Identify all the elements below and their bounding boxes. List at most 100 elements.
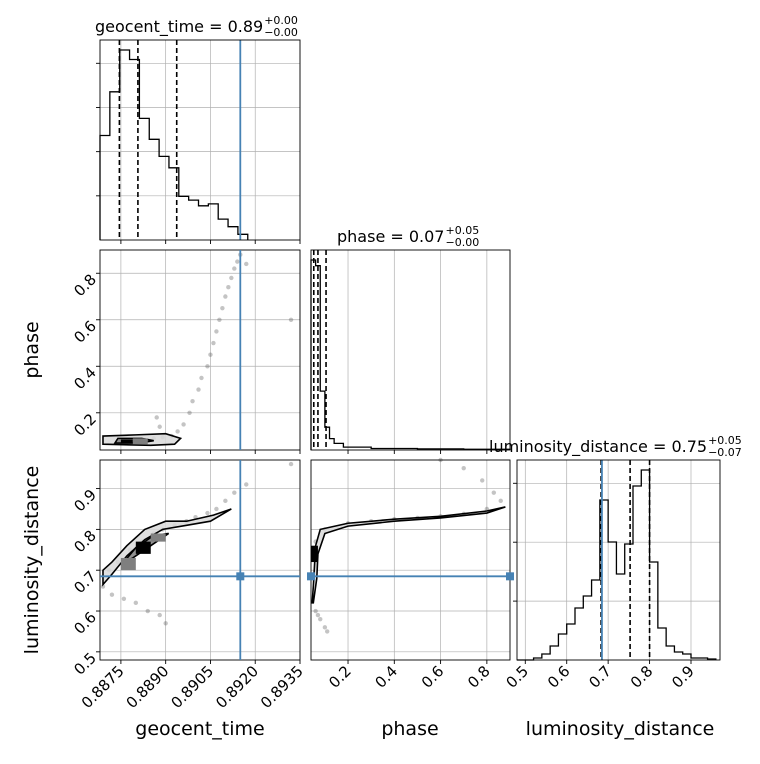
xtick-label-phase-3: 0.8 <box>464 662 494 692</box>
panel-geocent-lumdist-frame <box>99 459 301 661</box>
xtick-label-luminosity-distance-4: 0.9 <box>668 662 698 692</box>
panel-geocent-lumdist-point-0 <box>100 584 106 589</box>
xtick-label-luminosity-distance-1: 0.6 <box>544 662 574 692</box>
panel-geocent-phase-point-18 <box>223 294 228 299</box>
panel-geocent-phase-point-6 <box>175 429 180 434</box>
xtick-label-geocent-time-2: 0.8905 <box>167 662 217 712</box>
ytick-label-phase-1: 0.4 <box>70 363 100 393</box>
panel-phase-lumdist-point-15 <box>491 490 497 495</box>
panel-geocent-lumdist-point-1 <box>109 592 115 597</box>
panel-phase-lumdist-contour-0 <box>311 506 506 604</box>
hist-phase-frame <box>310 249 511 451</box>
ylabel-phase: phase <box>21 321 43 378</box>
hist-luminosity-distance-steps <box>517 469 717 661</box>
ytick-label-phase-0: 0.2 <box>70 410 100 440</box>
panel-geocent-lumdist-point-17 <box>214 506 219 512</box>
panel-geocent-lumdist-point-5 <box>157 612 162 618</box>
panel-geocent-phase-point-25 <box>157 424 162 429</box>
panel-geocent-lumdist-point-20 <box>244 482 249 487</box>
panel-geocent-lumdist-point-16 <box>205 510 210 516</box>
title-luminosity_distance: luminosity_distance = 0.75 +0.05−0.07 <box>489 434 742 459</box>
hist-geocent-time-steps <box>99 49 249 240</box>
panel-phase-lumdist-point-16 <box>480 478 485 483</box>
title-luminosity_distance-sub: −0.07 <box>708 446 742 459</box>
panel-geocent-phase-frame <box>99 249 301 451</box>
panel-phase-lumdist-point-3 <box>322 625 328 630</box>
panel-geocent-lumdist-density-0 <box>120 557 136 571</box>
ytick-label-luminosity-distance-4: 0.9 <box>70 486 100 516</box>
panel-geocent-phase-point-11 <box>199 375 204 381</box>
title-geocent_time-sub: −0.00 <box>264 26 298 39</box>
hist-geocent-time-frame <box>99 39 301 241</box>
panel-phase-lumdist-point-2 <box>318 616 323 622</box>
xtick-label-phase-1: 0.4 <box>372 662 402 692</box>
xtick-label-phase-2: 0.6 <box>418 662 448 692</box>
title-geocent_time-main: geocent_time = 0.89 <box>95 17 263 37</box>
panel-geocent-phase-point-17 <box>220 305 225 311</box>
title-phase-sup: +0.05 <box>445 224 479 237</box>
panel-geocent-phase-point-10 <box>196 387 201 392</box>
panel-geocent-lumdist-contour-0 <box>102 508 232 587</box>
xtick-label-luminosity-distance-2: 0.7 <box>585 662 615 692</box>
title-phase-main: phase = 0.07 <box>337 227 444 246</box>
panel-geocent-lumdist-point-3 <box>133 600 139 606</box>
ytick-label-luminosity-distance-3: 0.8 <box>70 527 100 557</box>
panel-phase-lumdist-point-1 <box>315 612 321 618</box>
title-phase-sub: −0.00 <box>445 236 479 249</box>
title-luminosity_distance-sup: +0.05 <box>708 434 742 447</box>
panel-phase-lumdist-truth-marker-right <box>506 572 514 581</box>
title-phase: phase = 0.07 +0.05−0.00 <box>337 224 479 249</box>
panel-geocent-phase-point-9 <box>190 398 195 404</box>
panel-phase-lumdist-point-14 <box>498 498 503 504</box>
title-geocent_time: geocent_time = 0.89 +0.00−0.00 <box>95 14 298 39</box>
xtick-label-luminosity-distance-3: 0.8 <box>627 662 657 692</box>
panel-geocent-lumdist-density-2 <box>150 533 166 542</box>
xtick-label-phase-0: 0.2 <box>325 662 355 692</box>
panel-geocent-phase-point-12 <box>205 364 210 369</box>
ytick-label-luminosity-distance-0: 0.5 <box>70 649 100 679</box>
panel-geocent-phase-point-20 <box>229 275 234 281</box>
ytick-label-phase-2: 0.6 <box>70 317 100 347</box>
panel-geocent-phase-point-21 <box>232 266 237 271</box>
ytick-label-luminosity-distance-2: 0.7 <box>70 567 100 597</box>
panel-geocent-lumdist-density-1 <box>135 541 151 554</box>
panel-phase-lumdist-truth-marker-left <box>307 572 315 581</box>
panel-geocent-phase-point-24 <box>244 261 249 267</box>
panel-geocent-lumdist-point-18 <box>223 498 228 504</box>
panel-geocent-lumdist-point-21 <box>288 461 294 467</box>
panel-geocent-phase-point-27 <box>288 317 294 322</box>
panel-geocent-phase-point-8 <box>187 410 192 415</box>
panel-geocent-phase-point-16 <box>217 317 222 322</box>
panel-geocent-phase-point-19 <box>226 285 231 290</box>
panel-geocent-lumdist-point-2 <box>121 596 127 601</box>
xtick-label-geocent-time-4: 0.8935 <box>257 662 307 712</box>
xtick-label-geocent-time-3: 0.8920 <box>212 662 262 712</box>
panel-geocent-phase-density-0 <box>120 439 133 444</box>
xlabel-luminosity-distance: luminosity_distance <box>526 718 715 740</box>
panel-geocent-lumdist-truth-marker <box>236 572 245 581</box>
panel-geocent-phase-point-13 <box>208 352 213 357</box>
title-luminosity_distance-main: luminosity_distance = 0.75 <box>489 437 707 457</box>
ytick-label-phase-3: 0.8 <box>70 270 100 300</box>
panel-phase-lumdist-frame <box>310 459 511 661</box>
panel-geocent-phase-point-26 <box>154 415 159 420</box>
panel-phase-lumdist-point-0 <box>313 608 318 614</box>
ylabel-luminosity-distance: luminosity_distance <box>21 466 43 655</box>
panel-geocent-lumdist-point-6 <box>163 621 168 626</box>
panel-geocent-lumdist-point-19 <box>232 490 237 495</box>
ytick-label-luminosity-distance-1: 0.6 <box>70 608 100 638</box>
title-geocent_time-sup: +0.00 <box>264 14 298 27</box>
panel-phase-lumdist-density-0 <box>311 545 318 563</box>
panel-geocent-phase-point-14 <box>211 340 216 346</box>
panel-geocent-lumdist-point-4 <box>145 608 150 614</box>
xlabel-geocent-time: geocent_time <box>135 718 264 740</box>
panel-geocent-phase-point-22 <box>235 259 240 264</box>
xtick-label-luminosity-distance-0: 0.5 <box>503 662 533 692</box>
xlabel-phase: phase <box>381 718 438 740</box>
panel-geocent-phase-point-7 <box>181 422 186 427</box>
panel-geocent-phase-density-1 <box>132 438 148 445</box>
panel-phase-lumdist-point-4 <box>324 629 330 634</box>
panel-geocent-phase-point-15 <box>214 329 219 334</box>
